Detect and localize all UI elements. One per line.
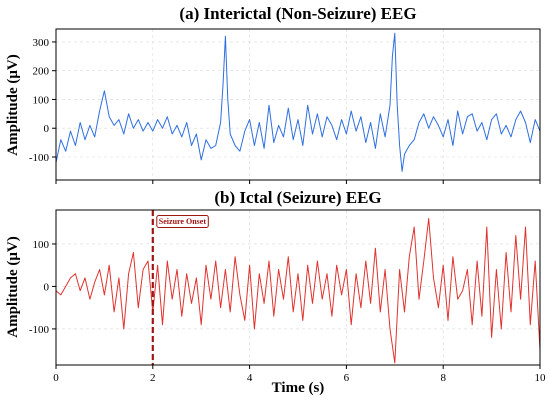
seizure-onset-annotation: Seizure Onset bbox=[156, 215, 209, 228]
ictal-y-tick-label: -100 bbox=[29, 324, 50, 336]
seizure-onset-label: Seizure Onset bbox=[159, 217, 207, 226]
ictal-x-ticks: 0 2 4 6 8 10 bbox=[53, 365, 546, 384]
ictal-x-tick-label: 4 bbox=[247, 372, 253, 384]
x-axis-label: Time (s) bbox=[272, 380, 325, 396]
interictal-title: (a) Interictal (Non-Seizure) EEG bbox=[179, 4, 416, 23]
ictal-y-tick-label: 100 bbox=[33, 239, 50, 251]
interictal-y-ticks: -100 0 100 200 300 bbox=[29, 37, 56, 164]
ictal-plot-frame bbox=[55, 209, 541, 366]
interictal-plot-frame bbox=[55, 28, 541, 181]
ictal-panel: (b) Ictal (Seizure) EEG Seizure Onset -1… bbox=[5, 188, 546, 396]
interictal-panel: (a) Interictal (Non-Seizure) EEG -100 0 10… bbox=[5, 4, 541, 184]
ictal-grid bbox=[55, 210, 541, 365]
interictal-signal-line bbox=[55, 32, 541, 172]
ictal-x-tick-label: 2 bbox=[150, 372, 156, 384]
interictal-y-tick-label: 300 bbox=[33, 37, 50, 49]
ictal-x-tick-label: 0 bbox=[53, 372, 59, 384]
interictal-y-tick-label: 100 bbox=[33, 94, 50, 106]
interictal-y-axis-label: Amplitude (μV) bbox=[5, 54, 21, 155]
interictal-y-tick-label: 200 bbox=[33, 66, 50, 78]
interictal-grid bbox=[55, 29, 541, 180]
ictal-x-tick-label: 8 bbox=[440, 372, 446, 384]
interictal-y-tick-label: -100 bbox=[29, 152, 50, 164]
interictal-y-tick-label: 0 bbox=[44, 123, 50, 135]
ictal-title: (b) Ictal (Seizure) EEG bbox=[214, 188, 381, 207]
interictal-x-ticks bbox=[55, 180, 541, 184]
ictal-y-ticks: -100 0 100 bbox=[29, 239, 56, 336]
ictal-x-tick-label: 10 bbox=[535, 372, 547, 384]
ictal-y-axis-label: Amplitude (μV) bbox=[5, 236, 21, 337]
ictal-signal-line bbox=[55, 218, 541, 364]
ictal-x-tick-label: 6 bbox=[344, 372, 350, 384]
ictal-y-tick-label: 0 bbox=[44, 281, 50, 293]
